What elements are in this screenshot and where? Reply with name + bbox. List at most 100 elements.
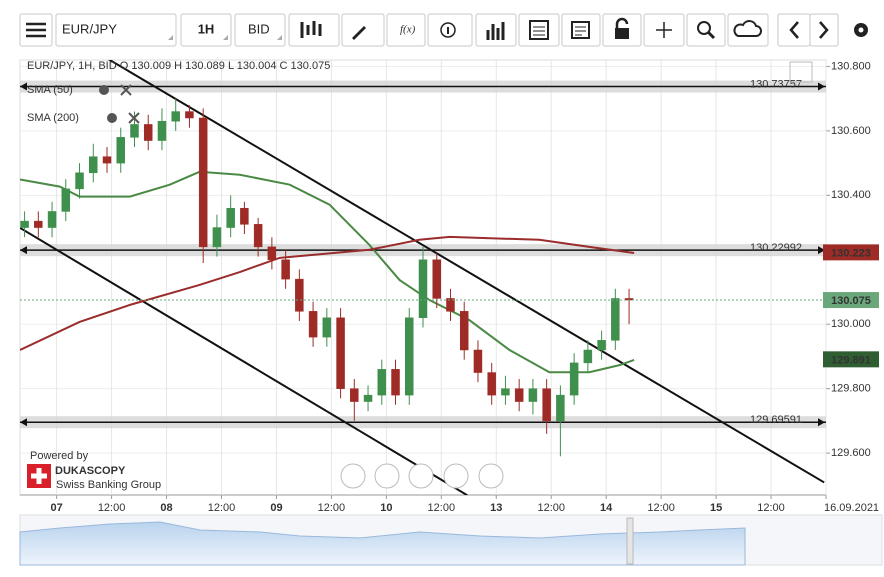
x-tick-label: 07 — [51, 502, 63, 514]
reset[interactable] — [408, 463, 434, 489]
candle-body — [143, 124, 153, 141]
x-tick-label: 15 — [710, 502, 722, 514]
symbol-select[interactable]: EUR/JPY — [55, 13, 177, 47]
save-button[interactable] — [727, 13, 769, 47]
price-tag-label: 130.223 — [831, 247, 871, 259]
x-tick-label: 14 — [600, 502, 613, 514]
chart-title: EUR/JPY, 1H, BID O 130.009 H 130.089 L 1… — [27, 60, 330, 72]
navigator-handle[interactable] — [626, 517, 634, 565]
candle-body — [583, 349, 593, 364]
scroll-right[interactable] — [478, 463, 504, 489]
chart-type-button[interactable] — [288, 13, 340, 47]
nav-buttons — [340, 463, 504, 489]
navigator-area — [19, 521, 746, 566]
zoom-button[interactable] — [686, 13, 726, 47]
candle-body — [212, 227, 222, 248]
logo-cross — [31, 468, 47, 484]
price-tag — [823, 351, 879, 368]
report-button[interactable] — [561, 13, 601, 47]
symbol: EUR/JPY — [62, 21, 117, 36]
settings-button[interactable] — [854, 23, 868, 37]
y-tick-label: 129.600 — [831, 447, 871, 459]
menu-button[interactable] — [19, 13, 53, 47]
period: 1H — [198, 21, 215, 36]
x-tick-label: 12:00 — [647, 502, 675, 514]
x-tick-label: 12:00 — [757, 502, 785, 514]
candle-body — [240, 207, 249, 225]
level-label: 129.69591 — [750, 414, 802, 426]
candle-body — [363, 394, 373, 402]
candle-body — [89, 156, 98, 174]
x-tick-label: 09 — [270, 502, 282, 514]
candle-body — [597, 340, 606, 351]
candle-body — [432, 259, 441, 299]
candle-body — [377, 369, 387, 396]
zoom-out[interactable] — [374, 463, 400, 489]
brand-name: DUKASCOPY — [55, 465, 126, 477]
indicator-button[interactable]: f(x) — [386, 13, 426, 47]
x-tick-label: 12:00 — [208, 502, 236, 514]
candle-body — [20, 220, 29, 228]
draw-button[interactable] — [341, 13, 385, 47]
x-tick-label: 12:00 — [98, 502, 126, 514]
candle-body — [253, 224, 263, 248]
legend-remove[interactable] — [128, 112, 140, 124]
candle-body — [556, 394, 565, 422]
legend-label: SMA (50) — [27, 84, 73, 96]
x-tick-label: 10 — [380, 502, 392, 514]
candle-body — [295, 278, 304, 312]
candle-body — [405, 317, 414, 396]
candle-body — [75, 172, 84, 190]
price-tag-label: 129.891 — [831, 354, 871, 366]
scroll-left[interactable] — [340, 463, 366, 489]
candle-body — [185, 111, 194, 119]
candle-body — [473, 349, 483, 373]
x-tick-label: 12:00 — [537, 502, 565, 514]
candle-body — [226, 207, 235, 228]
y-tick-label: 130.800 — [831, 60, 871, 72]
x-tick-label: 12:00 — [428, 502, 456, 514]
legend-label: SMA (200) — [27, 112, 79, 124]
x-tick-label: 12:00 — [318, 502, 346, 514]
candle-body — [47, 211, 57, 228]
level-label: 130.22992 — [750, 242, 802, 254]
fx-label: f(x) — [400, 24, 416, 36]
overlay: 129.600 129.800 130.000 130.400 130.600 130.8… — [20, 60, 879, 514]
candle-body — [459, 311, 469, 351]
candle-body — [157, 120, 167, 141]
popout-button[interactable] — [789, 61, 813, 83]
price-tag — [823, 292, 879, 309]
trend-line — [107, 60, 825, 484]
legend-settings[interactable] — [99, 85, 109, 95]
indicator-line — [20, 170, 635, 374]
candle-body — [542, 388, 551, 422]
lock-button[interactable] — [602, 13, 642, 47]
volume-button[interactable] — [475, 13, 517, 47]
trend-line — [20, 227, 468, 495]
x-tick-label: 08 — [160, 502, 172, 514]
y-tick-label: 130.400 — [831, 189, 871, 201]
next-button[interactable] — [809, 13, 839, 47]
candle-body — [61, 188, 71, 212]
toolbar: EUR/JPY 1H BID f(x) — [19, 13, 868, 47]
crosshair-button[interactable] — [643, 13, 685, 47]
candle-body — [391, 369, 400, 396]
x-tick-label: 13 — [490, 502, 502, 514]
candle-body — [102, 156, 112, 164]
powered-by: Powered by — [30, 450, 89, 462]
info-button[interactable] — [427, 13, 473, 47]
candle-body — [418, 259, 428, 319]
legend-settings[interactable] — [107, 113, 117, 123]
y-tick-label: 129.800 — [831, 383, 871, 395]
calendar-button[interactable] — [518, 13, 560, 47]
candle-body — [501, 388, 510, 396]
price-tag — [823, 244, 879, 261]
zoom-in[interactable] — [443, 463, 469, 489]
candle-body — [487, 372, 496, 396]
candle-body — [281, 259, 290, 280]
side-select[interactable]: BID — [234, 13, 286, 47]
period-select[interactable]: 1H — [180, 13, 232, 47]
legend-remove[interactable] — [120, 84, 132, 96]
prev-button[interactable] — [777, 13, 811, 47]
